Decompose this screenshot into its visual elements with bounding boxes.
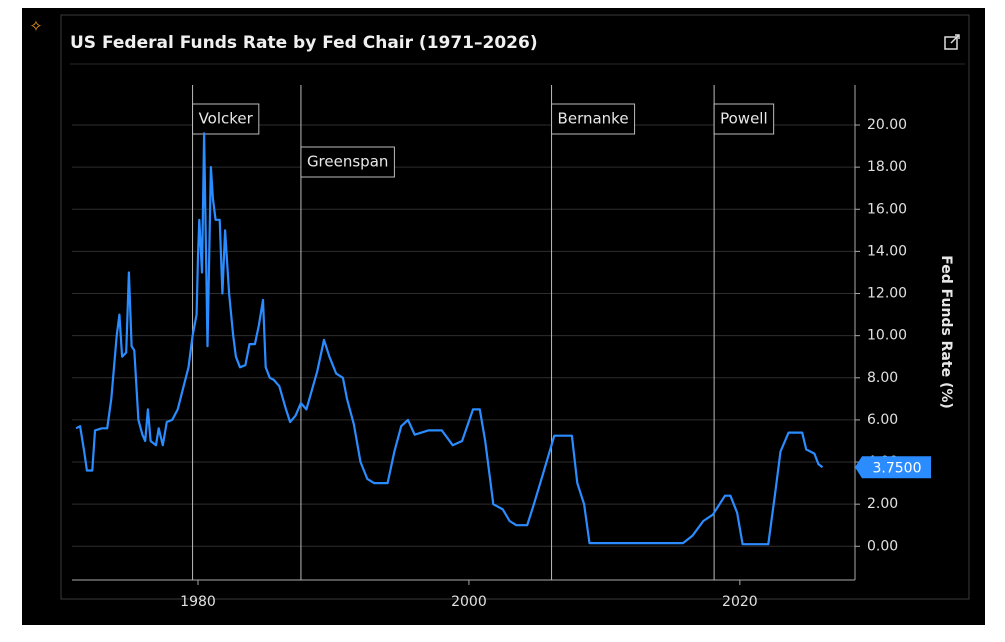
chair-label: Volcker [199,110,254,128]
current-value-tag [855,456,931,479]
panel-border [60,14,970,600]
y-tick-label: 20.00 [867,117,907,133]
y-axis-label: Fed Funds Rate (%) [938,255,954,409]
y-tick-label: 10.00 [867,328,907,344]
x-tick-label: 2000 [451,594,487,610]
chair-label: Greenspan [307,153,388,171]
y-tick-label: 16.00 [867,201,907,217]
y-tick-label: 14.00 [867,243,907,259]
y-tick-label: 6.00 [867,412,898,428]
open-external-icon[interactable] [944,34,960,50]
x-tick-label: 2020 [722,594,758,610]
y-tick-label: 12.00 [867,286,907,302]
rate-line [75,132,824,546]
chair-label-box [300,146,395,178]
chair-label: Powell [720,110,768,128]
chair-label: Bernanke [558,110,629,128]
y-tick-label: 18.00 [867,159,907,175]
y-tick-label: 8.00 [867,370,898,386]
sparkle-icon[interactable]: ✧ [29,17,42,36]
background [22,8,985,625]
x-tick-label: 1980 [180,594,216,610]
chair-label-box [713,103,775,135]
current-value-label: 3.7500 [873,460,922,476]
y-tick-label: 0.00 [867,538,898,554]
chart-title: US Federal Funds Rate by Fed Chair (1971… [70,33,538,53]
y-tick-label: 2.00 [867,496,898,512]
chair-label-box [551,103,636,135]
chair-label-box [192,103,260,135]
